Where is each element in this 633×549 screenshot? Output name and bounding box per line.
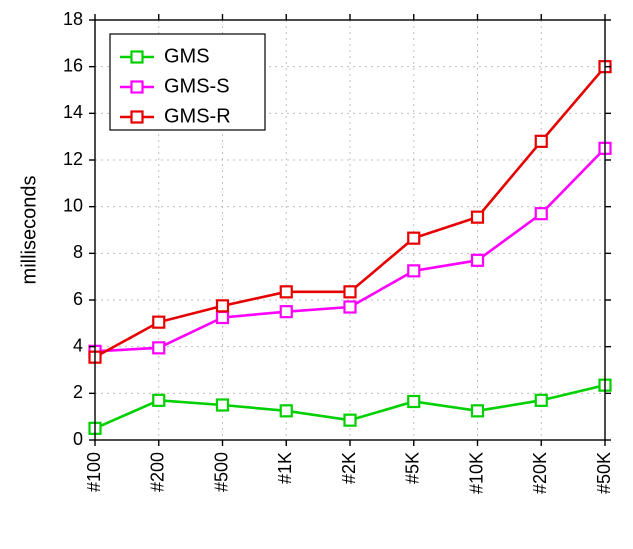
ytick-label: 8 [73,242,83,262]
ytick-label: 0 [73,429,83,449]
xtick-label: #100 [84,452,104,492]
ytick-label: 2 [73,382,83,402]
ytick-label: 10 [63,195,83,215]
xtick-label: #500 [211,452,231,492]
legend-label: GMS [164,45,210,67]
y-axis-label: milliseconds [18,176,40,285]
line-chart: 0 2 4 6 8 10 12 14 16 18 #100 #200 #500 #1K #2K #5K #10K… [0,0,633,549]
xtick-label: #20K [530,452,550,494]
legend-label: GMS-R [164,105,231,127]
ytick-label: 16 [63,55,83,75]
xtick-label: #1K [275,452,295,484]
legend: GMS GMS-S GMS-R [110,34,265,130]
ytick-label: 6 [73,289,83,309]
xtick-label: #2K [339,452,359,484]
ytick-label: 14 [63,102,83,122]
ytick-label: 4 [73,335,83,355]
xtick-label: #50K [594,452,614,494]
xtick-label: #10K [466,452,486,494]
xtick-label: #5K [403,452,423,484]
legend-label: GMS-S [164,75,230,97]
ytick-label: 18 [63,9,83,29]
xtick-label: #200 [148,452,168,492]
ytick-label: 12 [63,149,83,169]
